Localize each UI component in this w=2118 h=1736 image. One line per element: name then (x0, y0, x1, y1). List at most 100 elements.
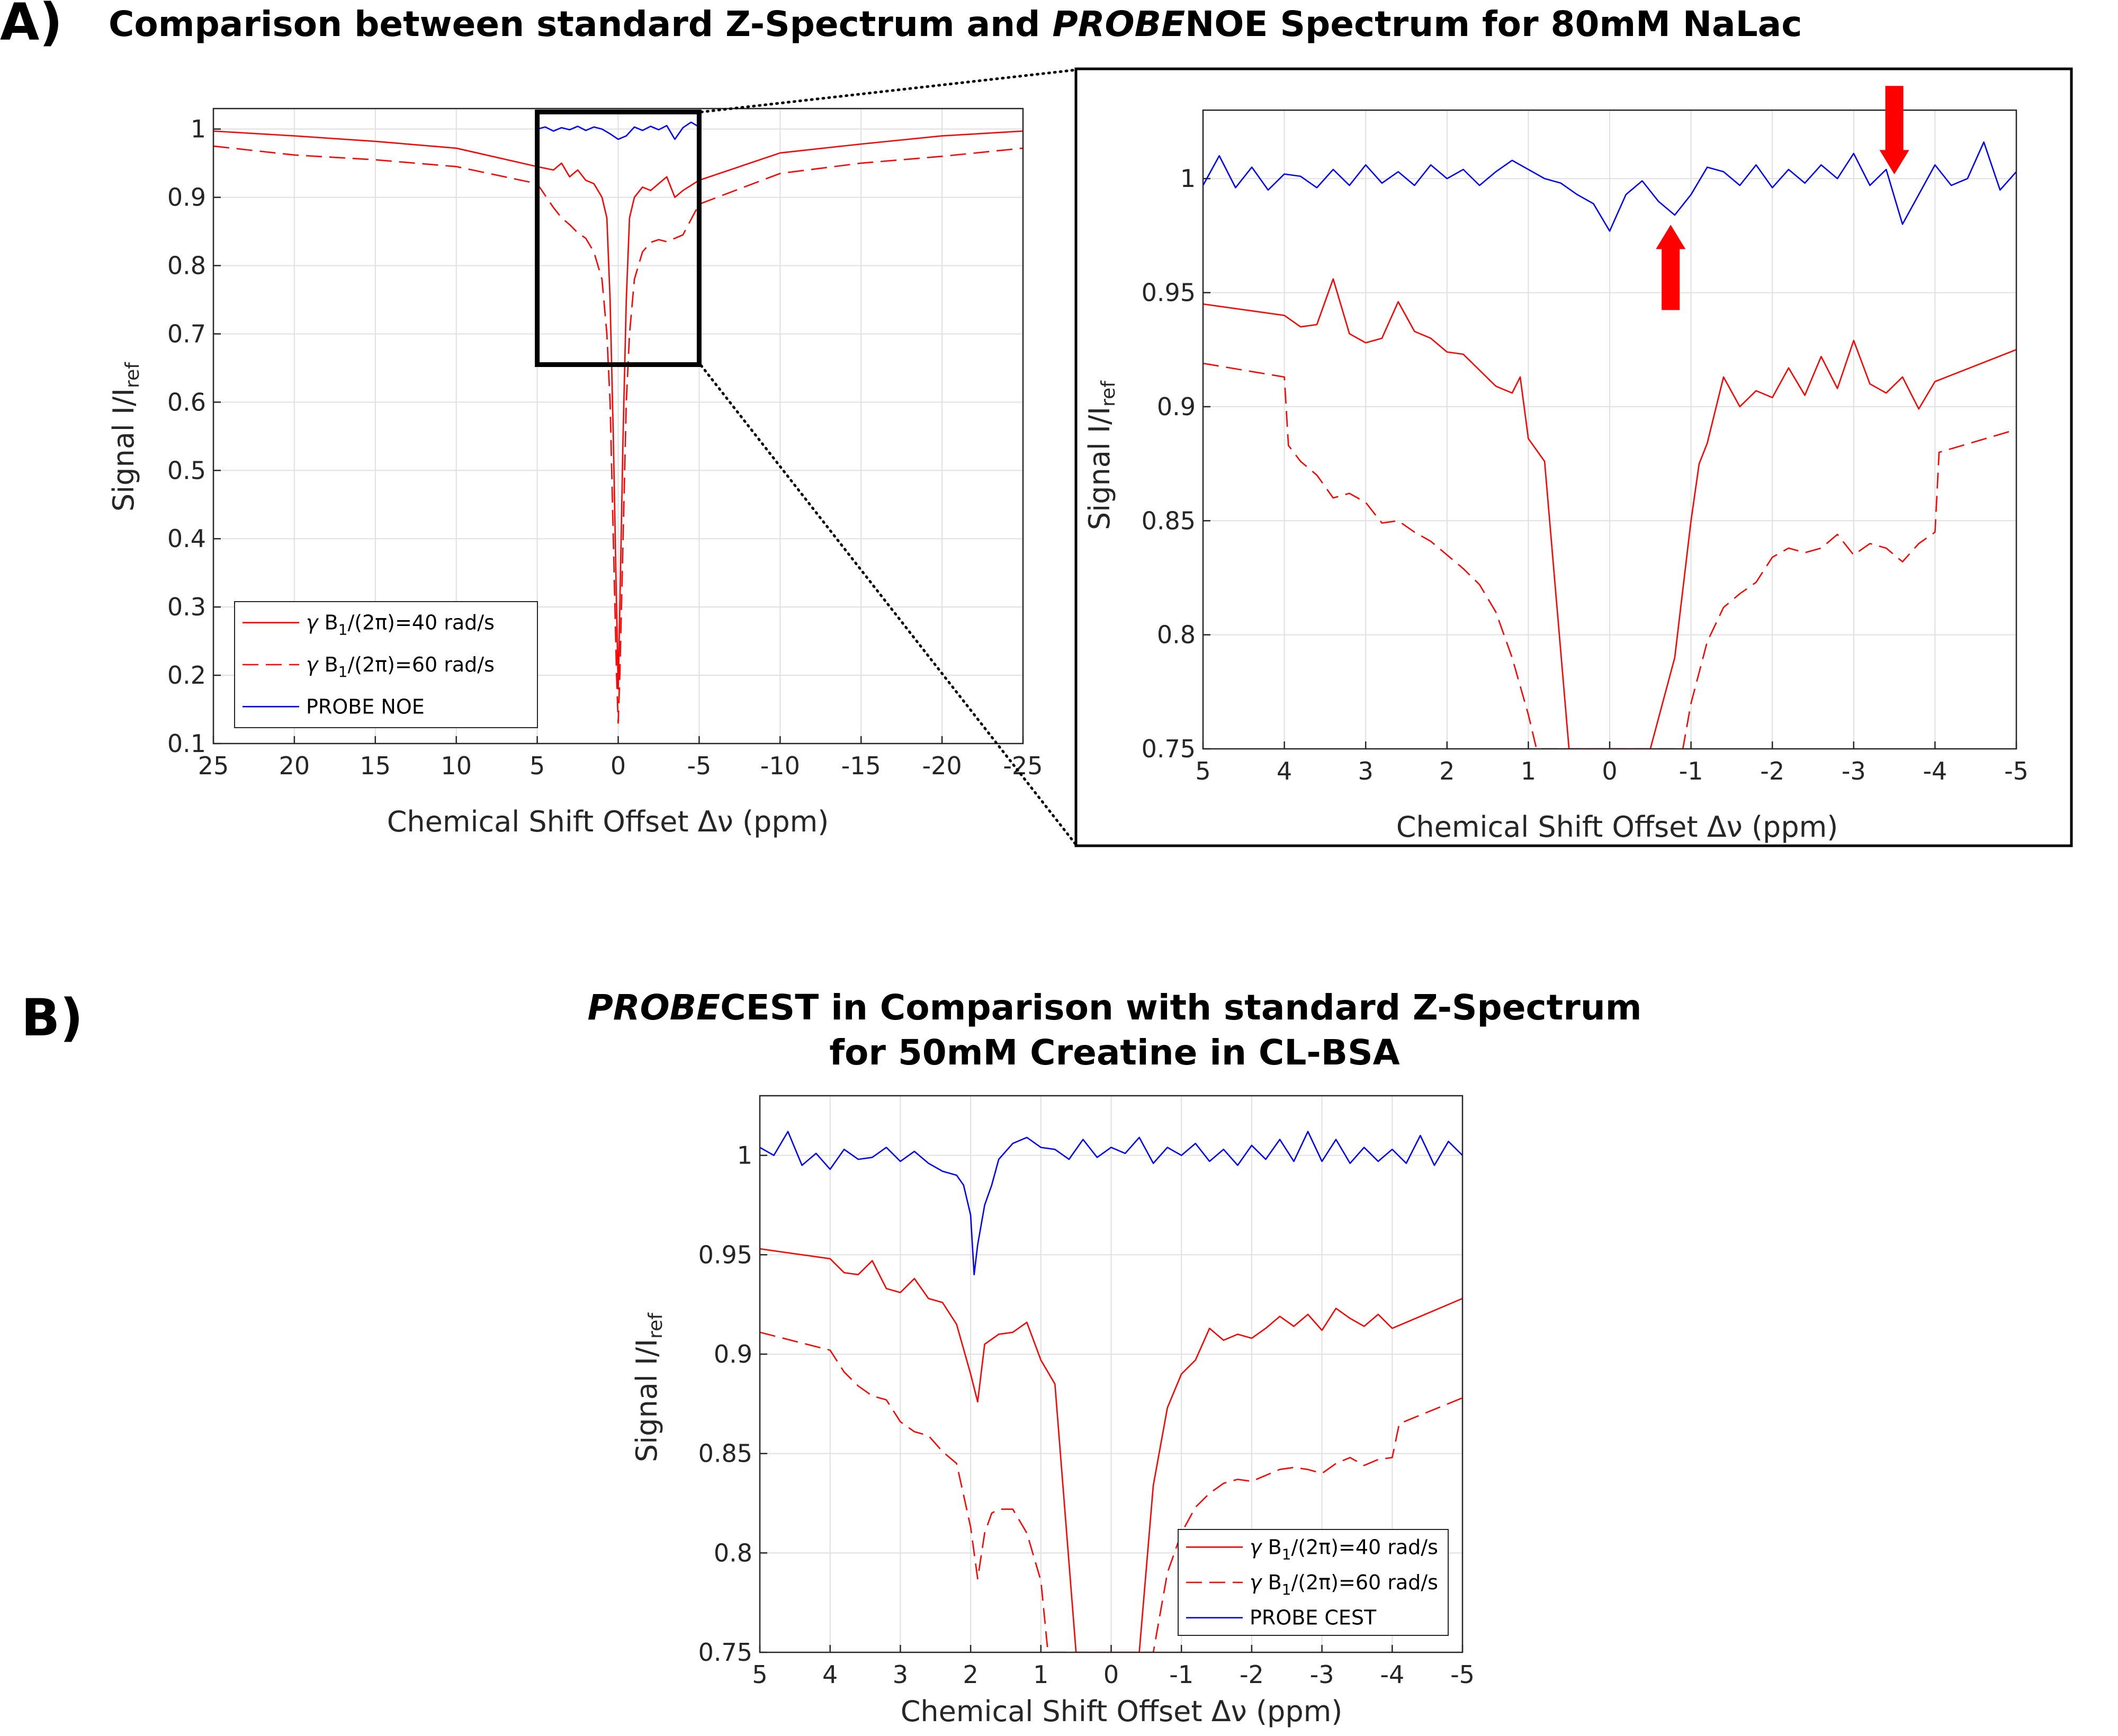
axes-frame (1202, 109, 2017, 750)
series-group (213, 121, 1023, 724)
x-tick-label: 20 (279, 751, 310, 780)
x-tick-label: -3 (1310, 1660, 1334, 1689)
zoom-region-box (535, 109, 702, 367)
x-tick-label: 0 (611, 751, 626, 780)
y-tick-label: 0.7 (167, 319, 206, 348)
series-line-dashed-red (1203, 362, 2016, 749)
annotation-arrow-down (1879, 86, 1909, 175)
x-tick-label: -5 (2004, 757, 2029, 785)
panel-a-xlabel: Chemical Shift Offset Δν (ppm) (387, 805, 829, 838)
zoom-xlabel: Chemical Shift Offset Δν (ppm) (1396, 810, 1838, 844)
series-line-red (213, 130, 1023, 690)
y-tick-label: 0.9 (167, 183, 206, 212)
x-tick-label: -2 (1760, 757, 1784, 785)
panel-b-ylabel: Signal I/Iref (630, 1312, 667, 1462)
series-group (1203, 141, 2016, 749)
panel-a-zoom-chart: 5 4 3 2 1 0 -1 -2 -3 -4 -5 0.75 0.8 0.85 0.9 0.95 1 (1142, 86, 2029, 785)
y-tick-label: 0.4 (167, 524, 206, 553)
legend: γ B1/(2π)=40 rad/s γ B1/(2π)=60 rad/s PROB… (1178, 1529, 1449, 1636)
zoom-connector-top (699, 68, 1078, 113)
legend-entry-label: PROBE CEST (1250, 1606, 1377, 1630)
x-tick-label: -1 (1679, 757, 1703, 785)
x-tick-label: 4 (822, 1660, 838, 1689)
panel-b-title-line2: for 50mM Creatine in CL-BSA (829, 1032, 1399, 1073)
panel-a-title: Comparison between standard Z-Spectrum a… (109, 4, 1802, 44)
y-tick-label: 0.5 (167, 456, 206, 485)
y-tick-label: 0.9 (714, 1340, 752, 1368)
x-tick-label: -15 (841, 751, 881, 780)
y-tick-label: 0.8 (1157, 621, 1196, 649)
series-line-blue (537, 121, 700, 140)
legend-entry-label: γ B1/(2π)=40 rad/s (306, 611, 495, 639)
y-tick-label: 0.1 (167, 729, 206, 758)
zoom-connector-bottom (699, 364, 1078, 846)
annotation-arrow-up (1656, 225, 1686, 310)
y-tick-label: 0.9 (1157, 392, 1196, 421)
y-tick-label: 0.8 (714, 1538, 752, 1567)
x-tick-label: 5 (530, 751, 545, 780)
x-tick-label: 4 (1277, 757, 1292, 785)
y-tick-label: 1 (737, 1141, 752, 1170)
axes-frame (212, 108, 1024, 745)
x-tick-label: -3 (1842, 757, 1866, 785)
legend-entry-label: γ B1/(2π)=60 rad/s (1250, 1571, 1438, 1598)
x-tick-label: 3 (1358, 757, 1374, 785)
x-tick-label: 2 (1439, 757, 1455, 785)
x-tick-label: -2 (1240, 1660, 1264, 1689)
x-tick-label: 3 (893, 1660, 908, 1689)
legend-entry-label: PROBE NOE (306, 695, 425, 718)
panel-a-title-post: NOE Spectrum for 80mM NaLac (1185, 4, 1802, 44)
panel-a-main-chart: 25 20 15 10 5 0 -5 -10 -15 -20 -25 0.1 0.2 0.3 0.4 0.5 0… (167, 108, 1043, 780)
x-tick-label: -25 (1003, 751, 1043, 780)
y-tick-label: 0.3 (167, 593, 206, 621)
x-tick-label: -10 (760, 751, 800, 780)
series-line-dashed-red (760, 1331, 1462, 1652)
y-tick-label: 1 (1180, 164, 1196, 193)
x-tick-label: 15 (360, 751, 391, 780)
x-tick-label: -5 (687, 751, 711, 780)
series-line-dashed-red (213, 145, 1023, 724)
series-line-blue (760, 1131, 1462, 1276)
x-tick-label: -20 (922, 751, 962, 780)
series-line-red (760, 1248, 1462, 1652)
x-tick-label: -1 (1169, 1660, 1193, 1689)
x-tick-label: 0 (1103, 1660, 1119, 1689)
zoom-ylabel: Signal I/Iref (1083, 380, 1119, 530)
y-tick-label: 0.85 (698, 1439, 752, 1468)
legend-entry-label: γ B1/(2π)=60 rad/s (306, 653, 495, 681)
series-group (760, 1131, 1462, 1652)
y-tick-label: 0.6 (167, 388, 206, 416)
y-tick-label: 0.2 (167, 661, 206, 690)
x-tick-label: 1 (1521, 757, 1536, 785)
panel-b-label: B) (21, 988, 83, 1048)
y-tick-label: 0.75 (698, 1638, 752, 1667)
x-tick-label: 1 (1033, 1660, 1048, 1689)
y-tick-label: 1 (191, 115, 206, 144)
panel-a-title-italic: PROBE (1052, 4, 1185, 44)
panel-a-label: A) (0, 0, 62, 52)
x-tick-label: 5 (1195, 757, 1210, 785)
x-tick-label: 10 (441, 751, 472, 780)
x-tick-label: 2 (963, 1660, 978, 1689)
x-tick-label: -4 (1380, 1660, 1404, 1689)
y-tick-label: 0.95 (1142, 279, 1196, 307)
series-line-red (1203, 278, 2016, 749)
y-tick-label: 0.95 (698, 1240, 752, 1269)
x-tick-label: 5 (752, 1660, 767, 1689)
y-tick-label: 0.75 (1142, 735, 1196, 763)
legend-entry-label: γ B1/(2π)=40 rad/s (1250, 1535, 1438, 1563)
panel-a-ylabel: Signal I/Iref (107, 362, 143, 512)
y-tick-label: 0.85 (1142, 506, 1196, 535)
panel-a-title-pre: Comparison between standard Z-Spectrum a… (109, 4, 1052, 44)
series-line-blue (1203, 141, 2016, 232)
axes-frame (759, 1095, 1464, 1653)
panel-b-chart: 5 4 3 2 1 0 -1 -2 -3 -4 -5 0.75 0.8 0.85 0.9 0.95 1 γ B1/… (698, 1095, 1475, 1689)
x-tick-label: 0 (1602, 757, 1617, 785)
legend: γ B1/(2π)=40 rad/s γ B1/(2π)=60 rad/s PROB… (234, 601, 538, 728)
x-tick-label: 25 (198, 751, 229, 780)
x-tick-label: -5 (1450, 1660, 1475, 1689)
x-tick-label: -4 (1923, 757, 1947, 785)
panel-b-title-line1: PROBECEST in Comparison with standard Z-… (587, 987, 1641, 1028)
y-tick-label: 0.8 (167, 252, 206, 280)
